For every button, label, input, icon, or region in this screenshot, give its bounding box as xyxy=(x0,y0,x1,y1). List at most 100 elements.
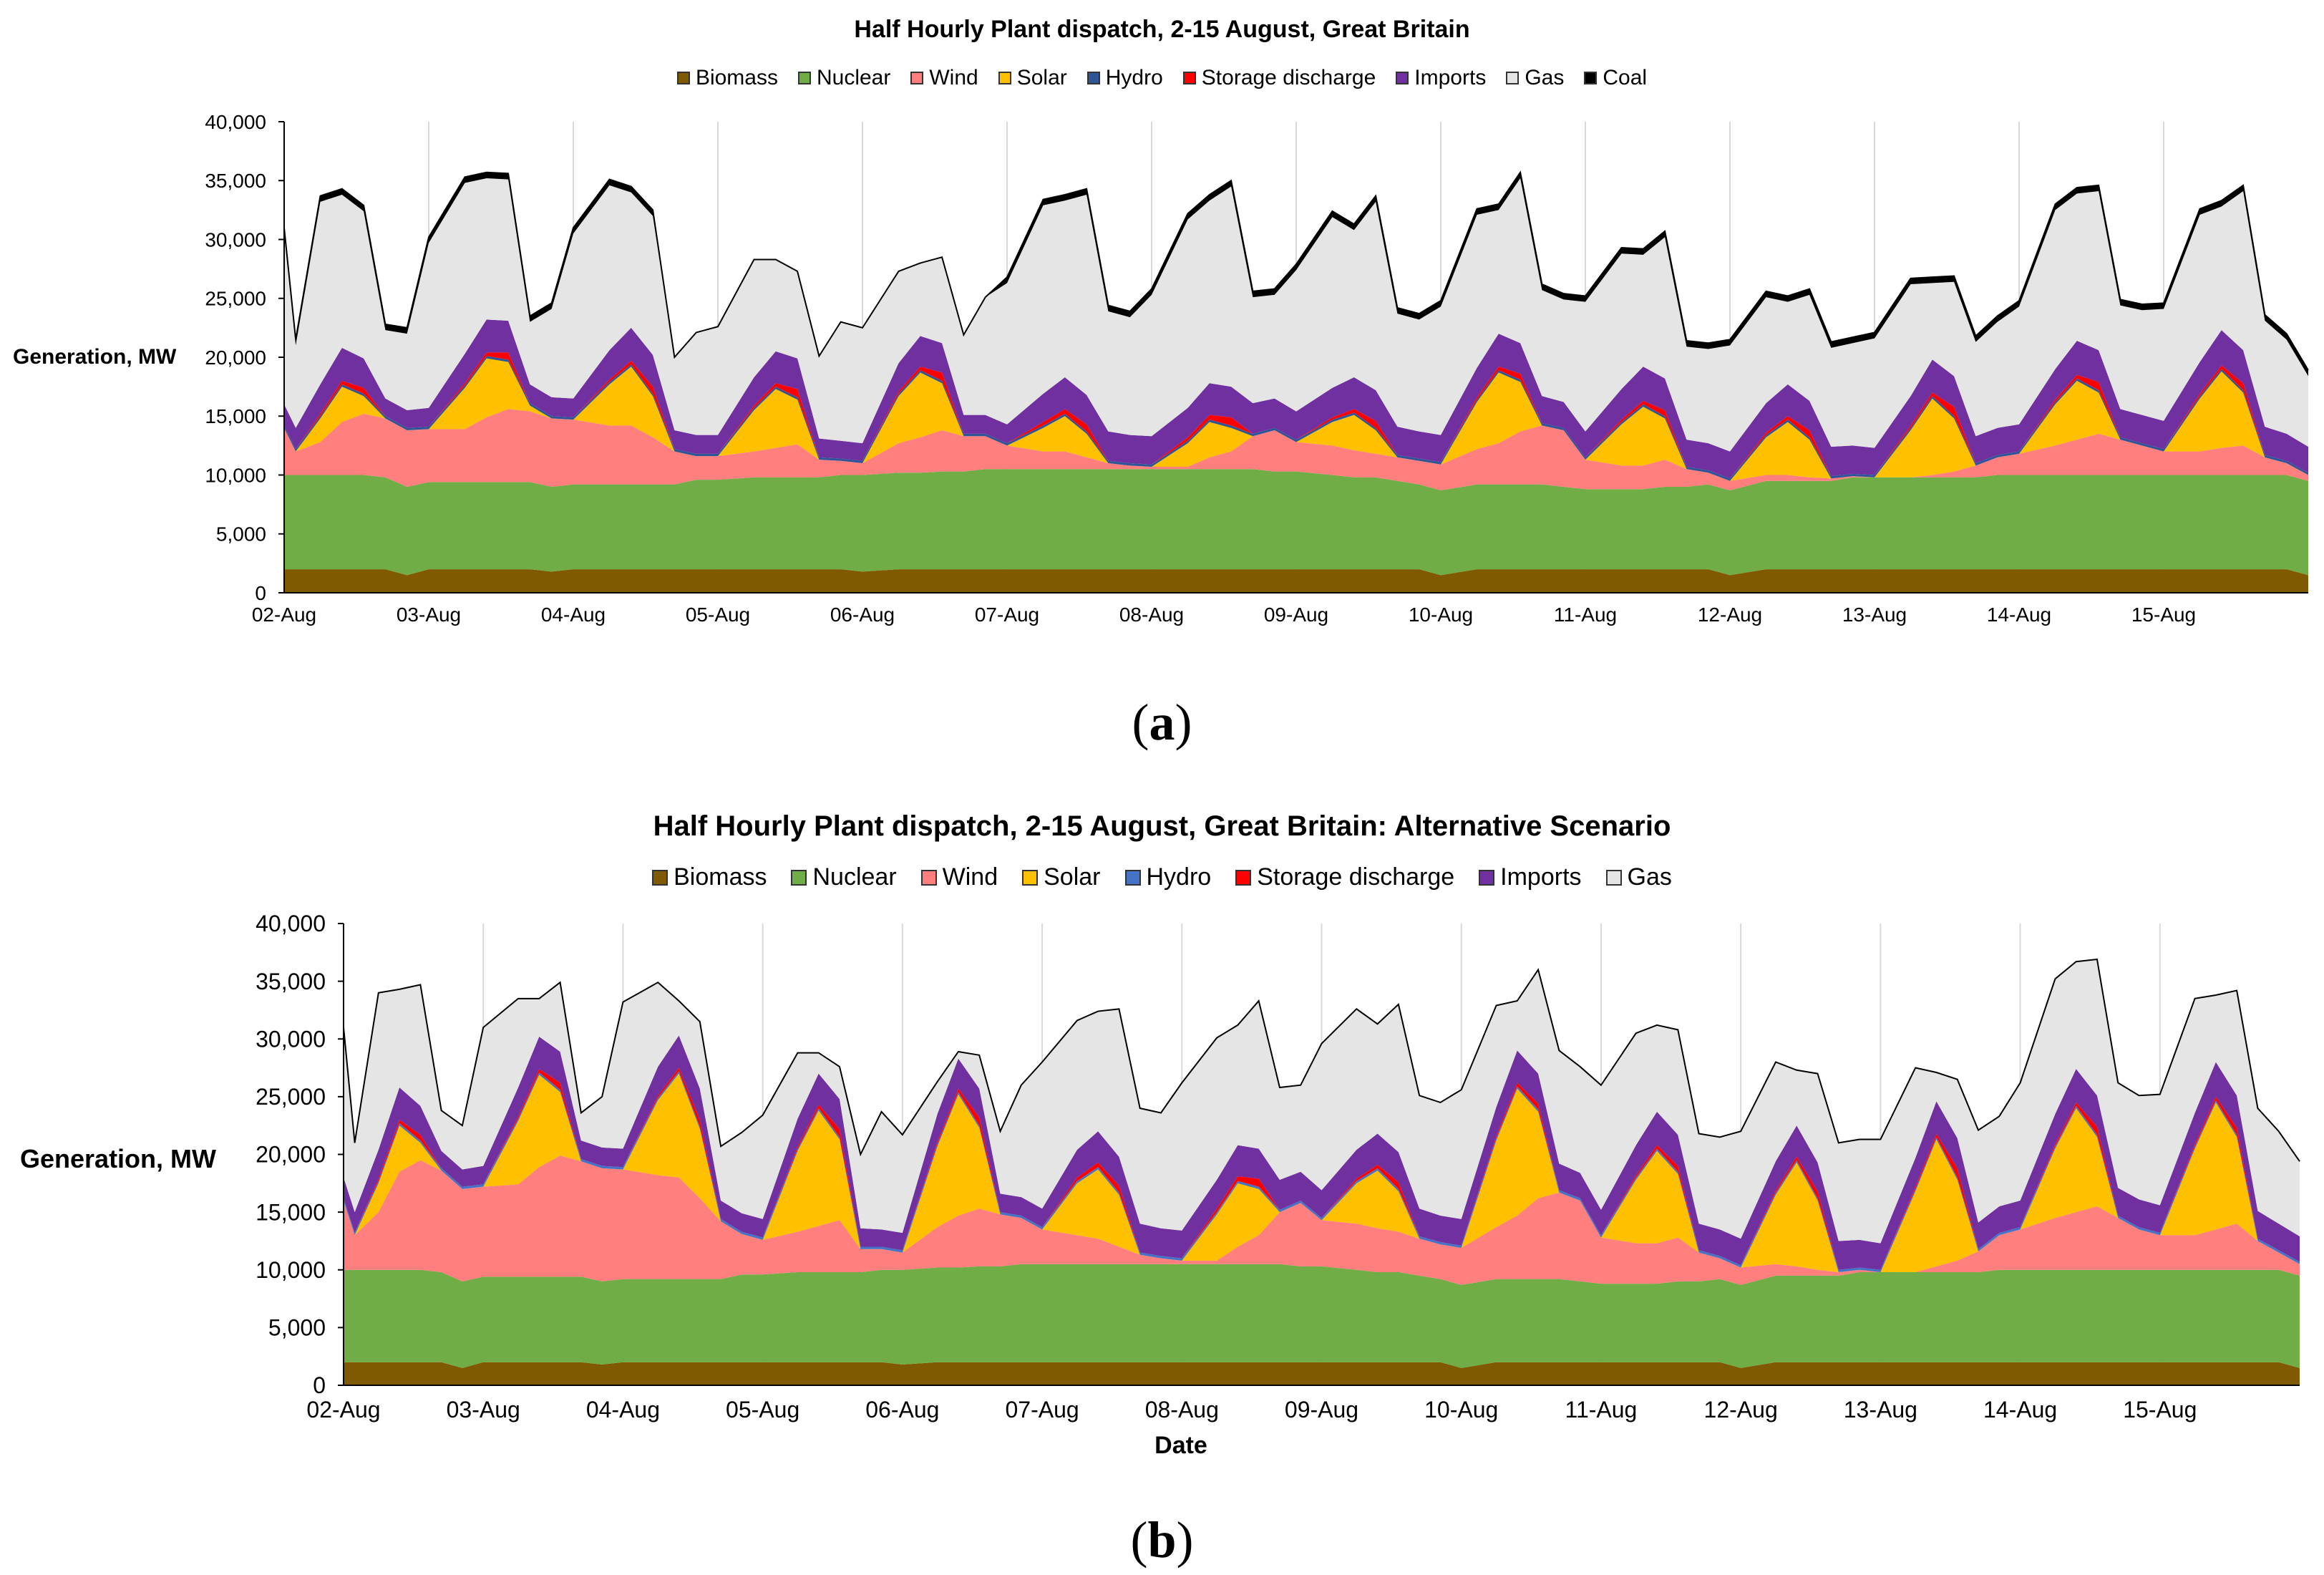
legend-swatch-wind xyxy=(910,72,924,84)
legend-item-biomass: Biomass xyxy=(676,66,778,90)
legend-label-imports: Imports xyxy=(1414,66,1487,89)
legend-item-imports: Imports xyxy=(1396,66,1486,90)
x-axis-label-b: Date xyxy=(1154,1432,1207,1459)
y-tick-label: 20,000 xyxy=(205,346,266,369)
chart-title-b: Half Hourly Plant dispatch, 2-15 August,… xyxy=(653,810,1671,842)
legend-item-coal: Coal xyxy=(1584,66,1647,90)
y-tick-label: 15,000 xyxy=(256,1199,326,1225)
legend-label-gas: Gas xyxy=(1525,66,1565,89)
legend-item-nuclear: Nuclear xyxy=(797,66,891,90)
x-tick-label-12-aug: 12-Aug xyxy=(1704,1397,1778,1423)
figure-caption-a: (a) xyxy=(1132,694,1192,751)
series-area-imports xyxy=(344,1035,2300,1270)
legend-swatch-storage-discharge xyxy=(1235,869,1252,886)
x-tick-label-03-aug: 03-Aug xyxy=(447,1397,520,1423)
x-tick-label-06-aug: 06-Aug xyxy=(865,1397,939,1423)
x-tick-label-12-aug: 12-Aug xyxy=(1698,604,1762,626)
figure-caption-letter-b: b xyxy=(1147,1511,1177,1569)
y-axis-label-a: Generation, MW xyxy=(13,345,177,369)
legend-label-wind: Wind xyxy=(942,863,998,891)
legend-item-storage-discharge: Storage discharge xyxy=(1235,863,1454,891)
x-tick-label-07-aug: 07-Aug xyxy=(975,604,1039,626)
y-tick-label: 35,000 xyxy=(256,969,326,994)
x-tick-label-05-aug: 05-Aug xyxy=(686,604,750,626)
chart-panel-a: Half Hourly Plant dispatch, 2-15 August,… xyxy=(0,0,2324,766)
stack-total-outline xyxy=(343,958,2300,1162)
legend-swatch-hydro xyxy=(1086,72,1100,84)
series-area-solar xyxy=(284,358,2308,481)
legend-swatch-gas xyxy=(1605,869,1622,886)
legend-swatch-biomass xyxy=(676,72,690,84)
legend-swatch-gas xyxy=(1506,72,1520,84)
y-tick-label: 30,000 xyxy=(256,1026,326,1052)
chart-title-a: Half Hourly Plant dispatch, 2-15 August,… xyxy=(854,16,1470,43)
y-tick-label: 40,000 xyxy=(256,911,326,936)
legend-item-solar: Solar xyxy=(1022,863,1101,891)
y-tick-label: 25,000 xyxy=(205,288,266,310)
x-tick-label-15-aug: 15-Aug xyxy=(2131,604,2196,626)
stacked-area-plot-a: 0 5,000 10,000 15,000 20,000 25,000 30,000 35,0… xyxy=(205,111,2309,626)
y-tick-label: 0 xyxy=(313,1372,326,1398)
x-tick-label-04-aug: 04-Aug xyxy=(541,604,606,626)
series-area-gas xyxy=(344,959,2300,1244)
legend-label-solar: Solar xyxy=(1044,863,1101,891)
legend-swatch-solar xyxy=(998,72,1011,84)
series-area-solar xyxy=(344,1073,2300,1272)
legend-item-solar: Solar xyxy=(998,66,1067,90)
legend-item-gas: Gas xyxy=(1506,66,1564,90)
legend-item-hydro: Hydro xyxy=(1086,66,1163,90)
chart-panel-b: Half Hourly Plant dispatch, 2-15 August,… xyxy=(0,795,2324,1575)
x-tick-label-13-aug: 13-Aug xyxy=(1842,604,1907,626)
legend-label-coal: Coal xyxy=(1603,66,1648,89)
series-area-biomass xyxy=(284,569,2308,593)
legend-label-nuclear: Nuclear xyxy=(812,863,897,891)
y-tick-label: 30,000 xyxy=(205,228,266,251)
y-tick-label: 5,000 xyxy=(268,1315,326,1341)
y-tick-label: 35,000 xyxy=(205,170,266,192)
x-tick-label-08-aug: 08-Aug xyxy=(1145,1397,1219,1423)
x-tick-label-14-aug: 14-Aug xyxy=(1983,1397,2057,1423)
legend-item-gas: Gas xyxy=(1605,863,1672,891)
legend-label-storage-discharge: Storage discharge xyxy=(1257,863,1455,891)
series-area-nuclear xyxy=(344,1264,2300,1368)
x-tick-label-10-aug: 10-Aug xyxy=(1409,604,1473,626)
x-tick-label-08-aug: 08-Aug xyxy=(1119,604,1184,626)
series-area-biomass xyxy=(344,1362,2300,1385)
legend-label-hydro: Hydro xyxy=(1146,863,1212,891)
legend-label-nuclear: Nuclear xyxy=(816,66,891,89)
legend-item-wind: Wind xyxy=(920,863,998,891)
y-axis-label-b: Generation, MW xyxy=(20,1144,217,1173)
stacked-area-plot-b: 0 5,000 10,000 15,000 20,000 25,000 30,000 35,0… xyxy=(256,911,2300,1423)
legend-label-storage-discharge: Storage discharge xyxy=(1201,66,1376,89)
legend-item-nuclear: Nuclear xyxy=(791,863,897,891)
chart-legend-b: Biomass Nuclear Wind Solar Hydro Storage… xyxy=(0,863,2324,891)
series-area-wind xyxy=(284,409,2308,490)
legend-swatch-hydro xyxy=(1124,869,1141,886)
legend-swatch-solar xyxy=(1022,869,1039,886)
legend-label-biomass: Biomass xyxy=(674,863,767,891)
legend-label-hydro: Hydro xyxy=(1105,66,1163,89)
y-tick-label: 5,000 xyxy=(216,523,266,546)
y-tick-label: 10,000 xyxy=(256,1257,326,1283)
y-tick-label: 20,000 xyxy=(256,1142,326,1168)
x-tick-label-14-aug: 14-Aug xyxy=(1987,604,2051,626)
y-tick-label: 10,000 xyxy=(205,464,266,486)
x-tick-label-06-aug: 06-Aug xyxy=(830,604,895,626)
stack-total-outline xyxy=(283,170,2309,371)
series-area-gas xyxy=(284,178,2308,452)
x-tick-label-09-aug: 09-Aug xyxy=(1264,604,1328,626)
series-area-nuclear xyxy=(284,469,2308,576)
legend-label-imports: Imports xyxy=(1500,863,1582,891)
legend-swatch-biomass xyxy=(652,869,668,886)
legend-item-storage-discharge: Storage discharge xyxy=(1182,66,1376,90)
x-tick-label-15-aug: 15-Aug xyxy=(2123,1397,2197,1423)
x-tick-label-10-aug: 10-Aug xyxy=(1424,1397,1498,1423)
x-tick-label-09-aug: 09-Aug xyxy=(1285,1397,1358,1423)
legend-item-hydro: Hydro xyxy=(1124,863,1212,891)
x-tick-label-13-aug: 13-Aug xyxy=(1844,1397,1917,1423)
series-area-wind xyxy=(344,1155,2300,1285)
x-tick-label-04-aug: 04-Aug xyxy=(586,1397,660,1423)
legend-item-imports: Imports xyxy=(1479,863,1582,891)
legend-swatch-imports xyxy=(1479,869,1495,886)
y-tick-label: 40,000 xyxy=(205,111,266,133)
